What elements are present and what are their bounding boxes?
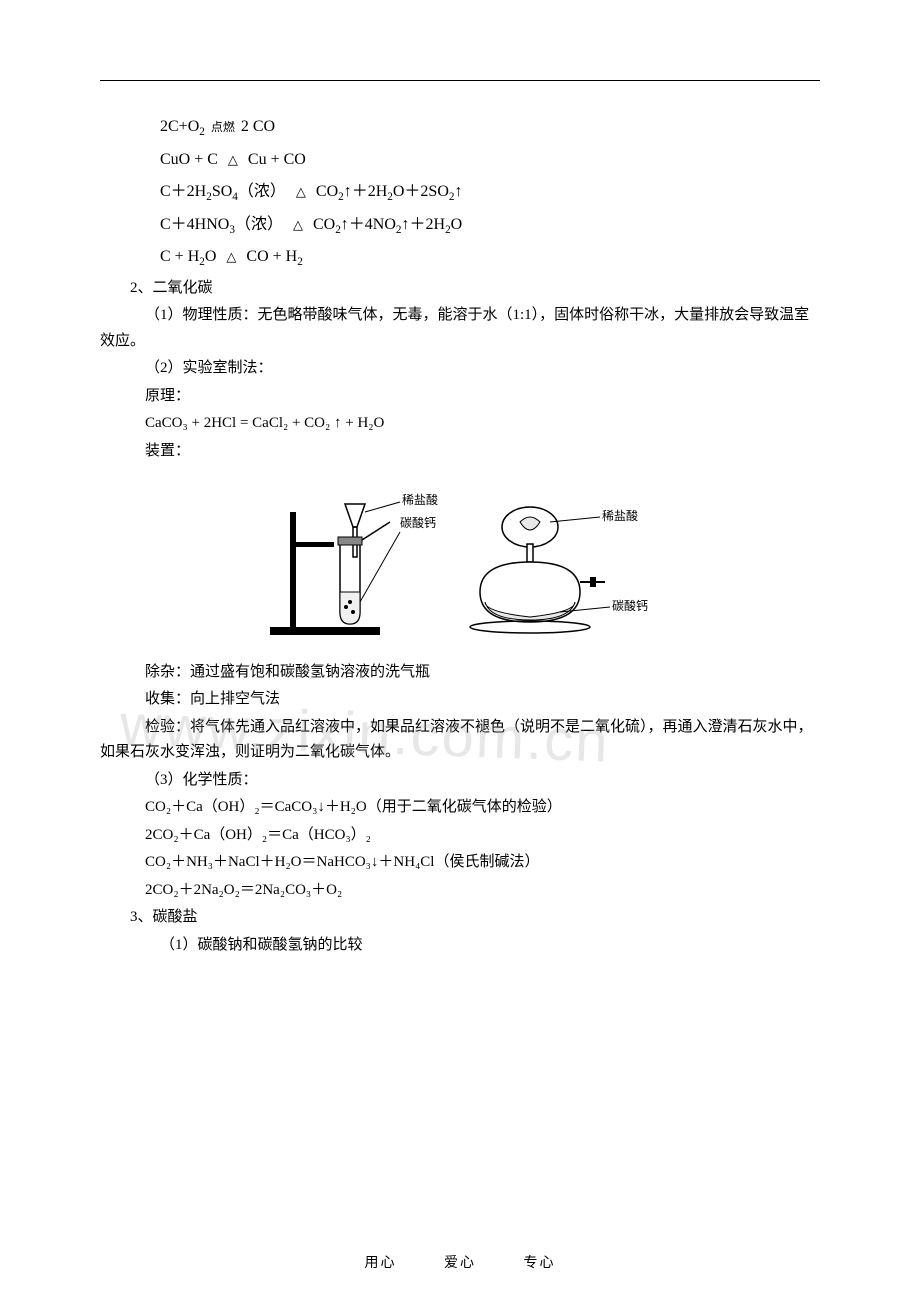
footer-a: 用心 (365, 1256, 397, 1271)
sec3-p1: （1）碳酸钠和碳酸氢钠的比较 (100, 933, 820, 959)
eq3-l1: C＋2H (160, 183, 206, 200)
eq2-heat: △ (222, 144, 244, 176)
label-caco3-2: 碳酸钙 (612, 598, 648, 613)
equation-block: 2C+O2 点燃 2 CO CuO + C △ Cu + CO C＋2H2SO4… (160, 111, 820, 274)
triangle-icon: △ (293, 217, 303, 232)
triangle-icon: △ (226, 249, 236, 264)
sec2-c3: CO₂＋NH₃＋NaCl＋H₂O＝NaHCO₃↓＋NH₄Cl（侯氏制碱法） (100, 850, 820, 876)
eq5-heat: △ (220, 241, 242, 273)
equation-5: C + H2O △ CO + H2 (160, 241, 820, 274)
sec2-p7: 检验：将气体先通入品红溶液中，如果品红溶液不褪色（说明不是二氧化硫），再通入澄清… (100, 715, 820, 766)
eq1-condition: 点燃 (209, 111, 237, 143)
sec2-p1: （1）物理性质：无色略带酸味气体，无毒，能溶于水（1:1），固体时俗称干冰，大量… (100, 303, 820, 354)
label-dilute-hcl-1: 稀盐酸 (402, 492, 438, 507)
apparatus-diagram: 稀盐酸 碳酸钙 稀盐酸 碳酸钙 (100, 472, 820, 652)
eq1-sub1: 2 (199, 126, 205, 138)
equation-3: C＋2H2SO4（浓） △ CO2↑＋2H2O＋2SO2↑ (160, 176, 820, 209)
sec2-p6: 收集：向上排空气法 (100, 687, 820, 713)
sec2-c1: CO₂＋Ca（OH）₂＝CaCO₃↓＋H₂O（用于二氧化碳气体的检验） (100, 795, 820, 821)
sec2-c2: 2CO₂＋Ca（OH）₂＝Ca（HCO₃）₂ (100, 823, 820, 849)
sec2-p5: 除杂：通过盛有饱和碳酸氢钠溶液的洗气瓶 (100, 660, 820, 686)
sec2-c4: 2CO₂＋2Na₂O₂＝2Na₂CO₃＋O₂ (100, 878, 820, 904)
sec2-p4: 装置： (100, 439, 820, 465)
triangle-icon: △ (228, 152, 238, 167)
footer-b: 爱心 (444, 1256, 476, 1271)
section-3-heading: 3、碳酸盐 (100, 905, 820, 931)
equation-4: C＋4HNO3（浓） △ CO2↑＋4NO2↑＋2H2O (160, 209, 820, 242)
label-caco3-1: 碳酸钙 (400, 515, 436, 530)
triangle-icon: △ (296, 184, 306, 199)
equation-1: 2C+O2 点燃 2 CO (160, 111, 820, 144)
page-footer: 用心 爱心 专心 (0, 1252, 920, 1272)
sec2-p8: （3）化学性质： (100, 768, 820, 794)
apparatus-svg: 稀盐酸 碳酸钙 稀盐酸 碳酸钙 (250, 472, 670, 642)
eq1-left: 2C+O (160, 118, 199, 135)
section-2-heading: 2、二氧化碳 (100, 276, 820, 302)
eq4-heat: △ (287, 209, 309, 241)
equation-2: CuO + C △ Cu + CO (160, 144, 820, 176)
sec2-eq: CaCO₃ + 2HCl = CaCl₂ + CO₂ ↑ + H₂O (100, 411, 820, 437)
label-dilute-hcl-2: 稀盐酸 (602, 508, 638, 523)
eq1-cond-text: 点燃 (211, 120, 235, 134)
eq2-right: Cu + CO (248, 151, 306, 168)
sec2-p3: 原理： (100, 384, 820, 410)
eq1-right: 2 CO (241, 118, 275, 135)
eq2-left: CuO + C (160, 151, 218, 168)
top-rule (100, 80, 820, 81)
sec2-p2: （2）实验室制法： (100, 356, 820, 382)
eq3-heat: △ (290, 176, 312, 208)
footer-c: 专心 (524, 1256, 556, 1271)
